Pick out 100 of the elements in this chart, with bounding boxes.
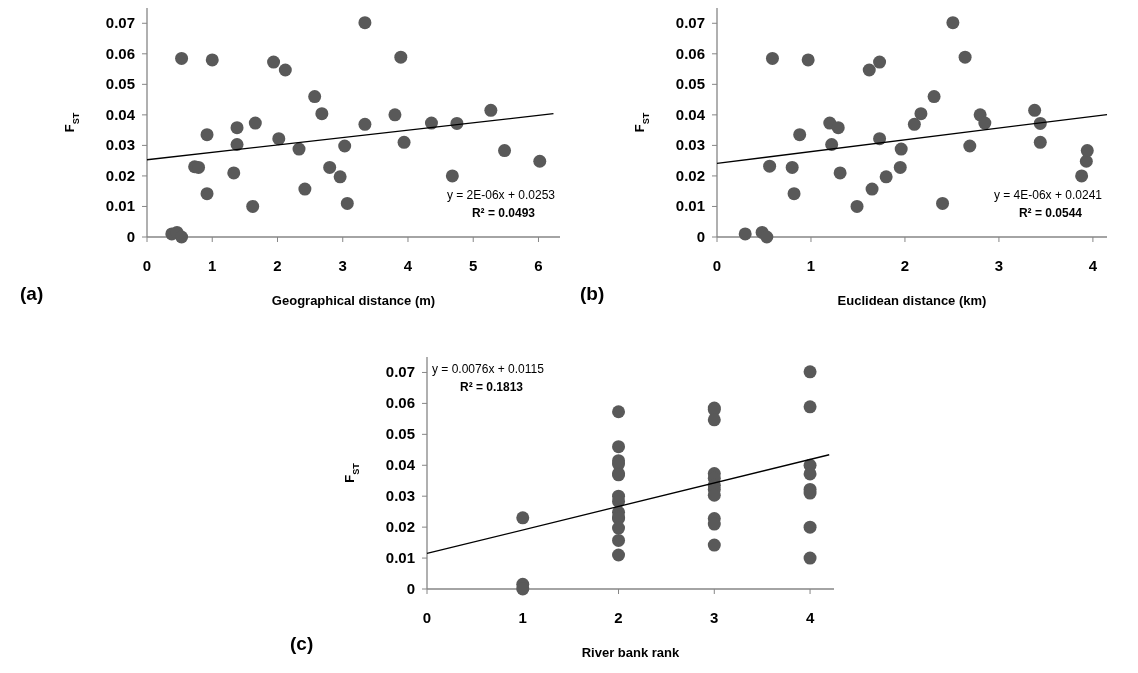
point: [907, 117, 921, 131]
point: [803, 400, 817, 414]
x-tick-label: 3: [994, 257, 1004, 274]
point: [893, 160, 907, 174]
y-tick-label: 0.07: [385, 363, 415, 381]
point: [175, 51, 189, 65]
y-tick-label: 0.06: [385, 394, 415, 412]
point: [498, 144, 512, 158]
point: [424, 116, 438, 130]
y-tick-label: 0: [696, 228, 705, 245]
y-tick-label: 0: [406, 580, 415, 597]
annotation: R² = 0.0544: [1018, 206, 1083, 220]
point: [803, 520, 817, 534]
y-tick-label: 0.03: [385, 487, 415, 505]
point: [946, 16, 960, 30]
point: [873, 132, 887, 146]
point: [175, 230, 189, 244]
point: [323, 160, 337, 174]
point: [516, 511, 530, 525]
annotation: y = 0.0076x + 0.0115: [432, 362, 545, 376]
point: [200, 187, 214, 201]
point: [272, 132, 286, 146]
point: [707, 538, 721, 552]
point: [801, 53, 815, 67]
point: [358, 117, 372, 131]
point: [825, 137, 839, 151]
y-tick-label: 0.03: [675, 136, 705, 154]
x-tick-label: 1: [208, 257, 217, 274]
x-tick-label: 4: [1088, 257, 1098, 274]
point: [873, 55, 887, 69]
point: [763, 159, 777, 173]
point: [333, 170, 347, 184]
point: [963, 139, 977, 153]
point: [1080, 144, 1094, 158]
x-tick-label: 1: [806, 257, 816, 274]
x-tick-label: 2: [900, 257, 910, 274]
x-tick-label: 6: [534, 257, 543, 274]
x-tick-label: 0: [712, 257, 722, 274]
point: [388, 108, 402, 122]
point: [267, 55, 281, 69]
point: [278, 63, 292, 77]
point: [394, 50, 408, 64]
point: [793, 128, 807, 142]
point: [879, 170, 893, 184]
point: [612, 548, 626, 562]
x-tick-label: 5: [469, 257, 478, 274]
point: [612, 440, 626, 454]
y-tick-label: 0.07: [675, 14, 705, 32]
point: [785, 160, 799, 174]
point: [298, 182, 312, 196]
x-axis-title: Euclidean distance (km): [837, 293, 987, 308]
x-axis-title: Geographical distance (m): [271, 293, 436, 308]
text: (a): [20, 283, 44, 304]
point: [803, 551, 817, 565]
point: [612, 405, 626, 419]
x-tick-label: 2: [273, 257, 282, 274]
point: [936, 196, 950, 210]
x-tick-label: 0: [422, 609, 432, 626]
point: [230, 121, 244, 135]
point: [978, 116, 992, 130]
point: [958, 50, 972, 64]
y-tick-label: 0.05: [385, 425, 415, 443]
point: [738, 227, 752, 241]
annotation: R² = 0.1813: [460, 380, 524, 394]
y-tick-label: 0.02: [675, 166, 705, 184]
point: [862, 63, 876, 77]
point: [927, 90, 941, 104]
x-axis-title: River bank rank: [581, 645, 681, 660]
point: [707, 413, 721, 427]
y-tick-label: 0.01: [105, 197, 135, 215]
point: [612, 533, 626, 547]
y-tick-label: 0.07: [105, 14, 135, 32]
point: [533, 154, 547, 168]
point: [484, 103, 498, 117]
point: [230, 137, 244, 151]
x-tick-label: 4: [805, 609, 815, 626]
point: [205, 53, 219, 67]
point: [850, 199, 864, 213]
point: [1079, 154, 1093, 168]
annotation: R² = 0.0493: [471, 206, 536, 220]
y-tick-label: 0.01: [675, 197, 705, 215]
x-tick-label: 2: [614, 609, 623, 626]
x-tick-label: 0: [142, 257, 152, 274]
y-tick-label: 0.01: [385, 549, 415, 567]
text: (c): [290, 633, 314, 654]
point: [308, 90, 322, 104]
point: [1075, 169, 1089, 183]
point: [612, 521, 626, 535]
point: [833, 166, 847, 180]
point: [315, 107, 329, 121]
point: [338, 139, 352, 153]
point: [803, 365, 817, 379]
point: [248, 116, 262, 130]
y-tick-label: 0.04: [385, 456, 416, 474]
y-tick-label: 0.05: [675, 75, 705, 93]
y-tick-label: 0.06: [105, 44, 135, 62]
x-tick-label: 4: [403, 257, 413, 274]
y-tick-label: 0.02: [105, 166, 135, 184]
point: [865, 182, 879, 196]
y-tick-label: 0.05: [105, 75, 135, 93]
